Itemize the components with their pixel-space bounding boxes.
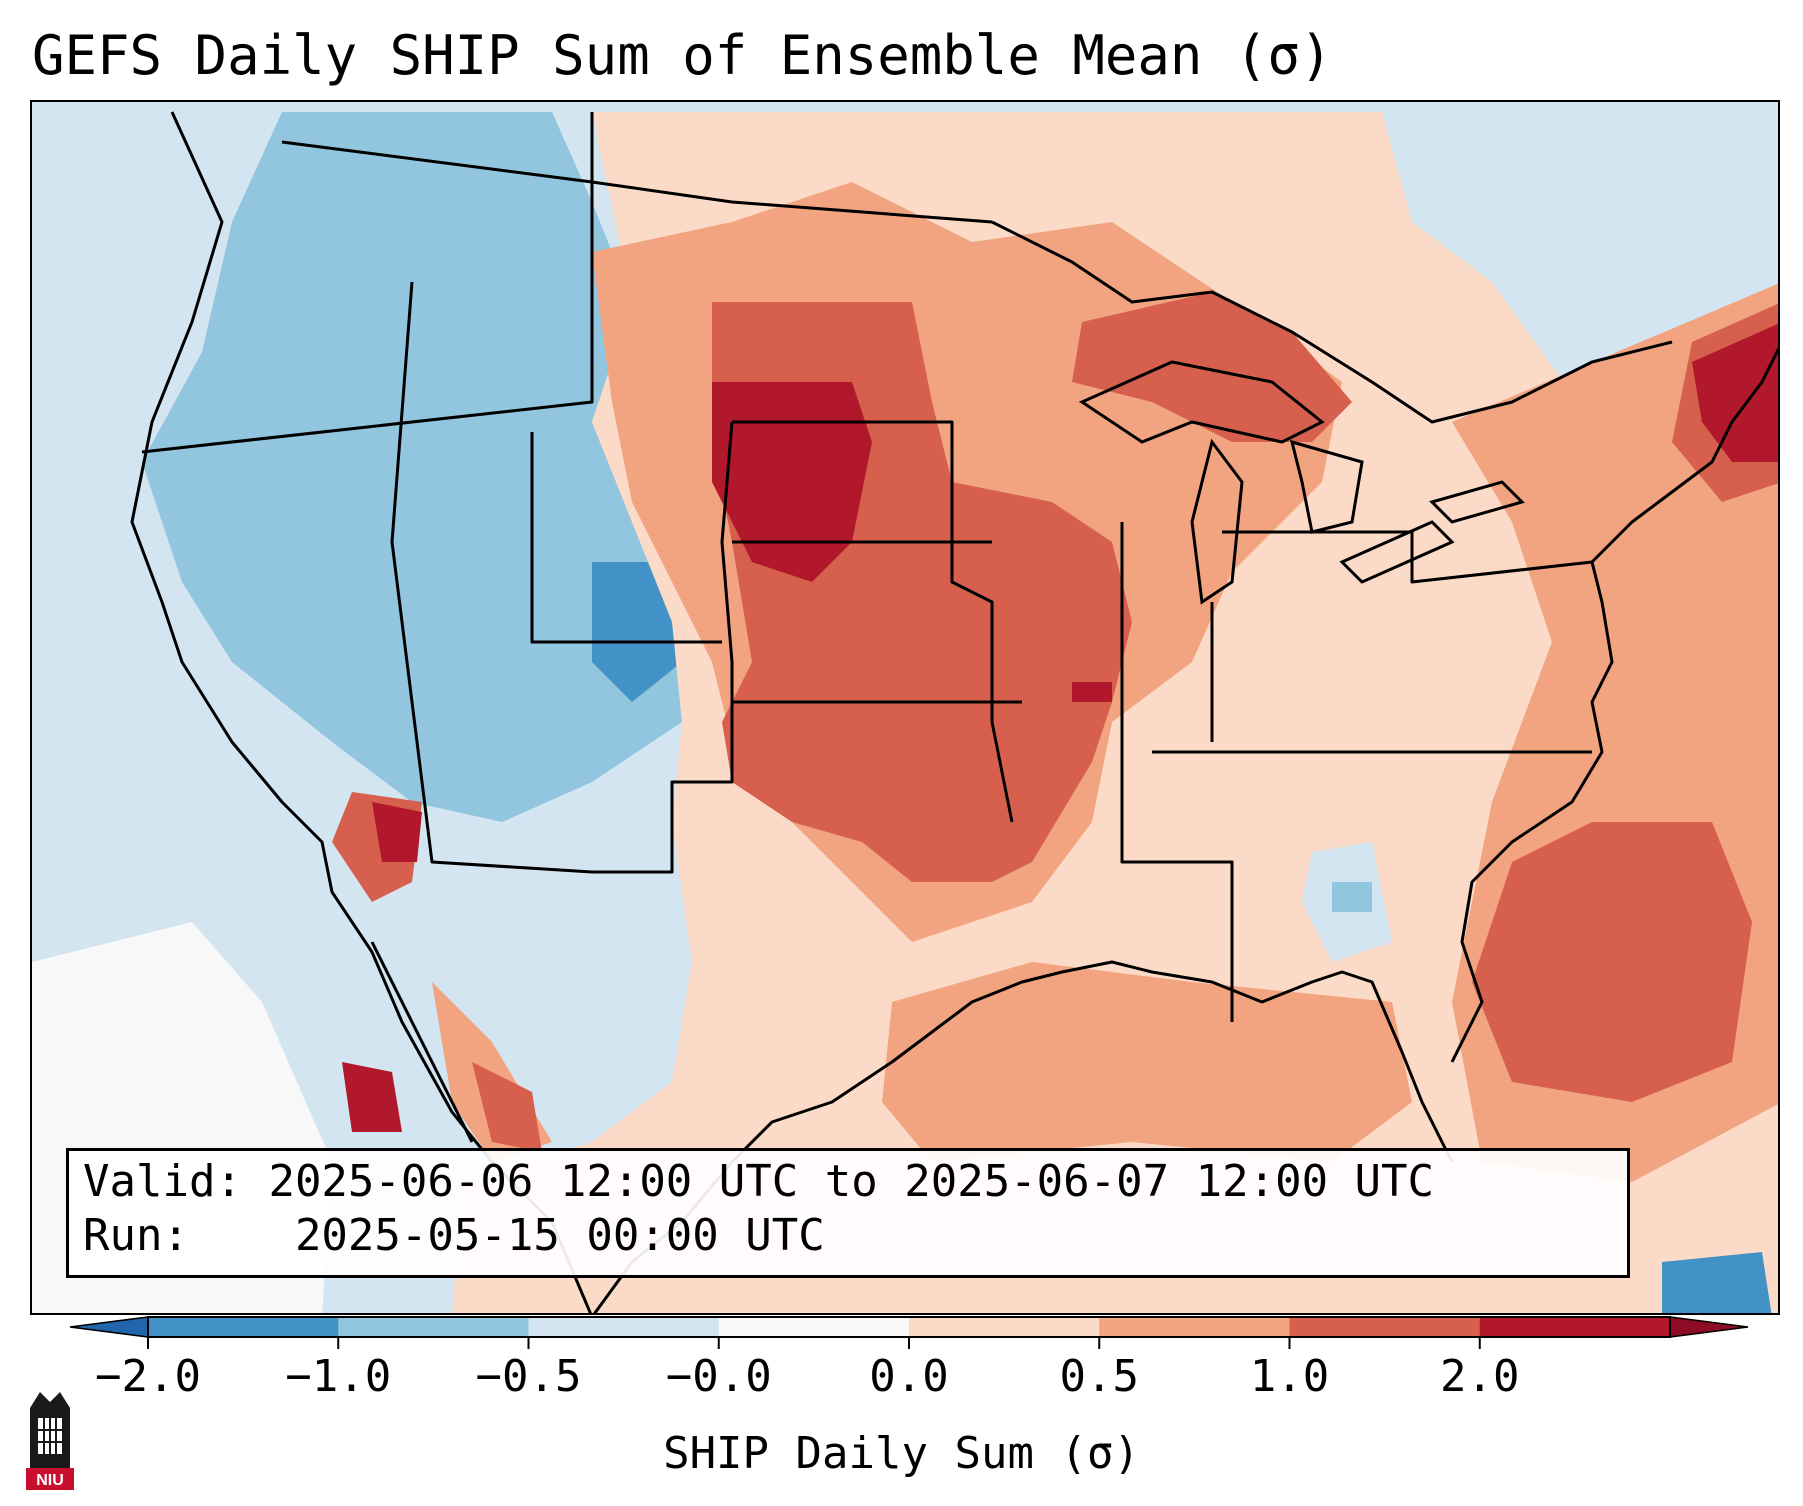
valid-label: Valid: xyxy=(83,1156,242,1207)
colorbar-segment xyxy=(528,1317,720,1337)
mississippi-river-line xyxy=(1120,522,1234,1022)
logo-window-grid xyxy=(38,1418,62,1454)
run-value: 2025-05-15 00:00 UTC xyxy=(294,1210,825,1261)
colorbar-over-arrow xyxy=(1669,1316,1749,1338)
colorbar-segment xyxy=(718,1317,910,1337)
great-lakes-strong-positive-region xyxy=(1072,292,1352,442)
missouri-extreme-positive-region xyxy=(1072,682,1112,702)
colorbar-tick-label: 0.0 xyxy=(869,1351,948,1402)
lake-superior xyxy=(1078,360,1325,444)
west-moderate-negative-region xyxy=(142,112,682,822)
colorbar-tick-label: −1.0 xyxy=(285,1351,391,1402)
lake-huron xyxy=(1289,439,1364,534)
colorbar-tick-label: 0.5 xyxy=(1060,1351,1139,1402)
gulf-moderate-positive-region xyxy=(882,962,1412,1162)
georgia-moderate-negative-region xyxy=(1332,882,1372,912)
colorbar-tick-label: −2.0 xyxy=(95,1351,201,1402)
colorbar-ticks: −2.0 −1.0 −0.5 −0.0 0.0 0.5 1.0 2.0 xyxy=(95,1337,1519,1402)
colorbar: −2.0 −1.0 −0.5 −0.0 0.0 0.5 1.0 2.0 xyxy=(69,1316,1749,1402)
colorbar-segment xyxy=(148,1317,339,1337)
colorbar-tick-label: 1.0 xyxy=(1250,1351,1329,1402)
colorbar-segment xyxy=(909,1317,1100,1337)
colorbar-tick-label: −0.5 xyxy=(476,1351,582,1402)
valid-run-info-box: Valid: 2025-06-06 12:00 UTC to 2025-06-0… xyxy=(66,1148,1630,1278)
valid-value: 2025-06-06 12:00 UTC to 2025-06-07 12:00… xyxy=(268,1156,1435,1207)
colorbar-label: SHIP Daily Sum (σ) xyxy=(663,1428,1140,1479)
lake-ontario xyxy=(1429,480,1525,524)
niu-logo: NIU xyxy=(26,1392,74,1490)
map-panel xyxy=(30,100,1780,1315)
colorado-strong-negative-region xyxy=(592,562,682,702)
colorbar-segment xyxy=(1479,1317,1671,1337)
colorbar-under-arrow xyxy=(69,1316,149,1338)
east-coastline xyxy=(1450,346,1778,1063)
northwest-border xyxy=(141,112,594,454)
chart-title: GEFS Daily SHIP Sum of Ensemble Mean (σ) xyxy=(32,24,1333,87)
dakota-extreme-positive-region xyxy=(712,382,872,582)
baja-coastline xyxy=(370,941,474,1143)
colorado-border xyxy=(530,432,722,644)
canada-border-west xyxy=(281,140,993,224)
western-state-lines xyxy=(390,281,734,874)
ship-anomaly-map xyxy=(32,102,1778,1313)
lake-michigan xyxy=(1190,438,1244,605)
lake-erie xyxy=(1339,520,1455,584)
canada-border-east xyxy=(991,220,1673,424)
cuba-negative-region xyxy=(1662,1252,1772,1313)
colorbar-segment xyxy=(338,1317,529,1337)
colorbar-segment xyxy=(1289,1317,1481,1337)
great-lakes-outlines xyxy=(1078,360,1525,605)
maine-extreme-positive-region xyxy=(1692,323,1778,462)
logo-text: NIU xyxy=(36,1472,64,1489)
baja-strong-positive-region xyxy=(472,1062,542,1152)
colorbar-tick-label: 2.0 xyxy=(1440,1351,1519,1402)
baja-extreme-positive-region xyxy=(342,1062,402,1132)
atlantic-strong-positive-region xyxy=(1472,822,1752,1102)
run-label: Run: xyxy=(83,1210,189,1261)
colorbar-segments xyxy=(148,1317,1671,1337)
colorbar-tick-label: −0.0 xyxy=(666,1351,772,1402)
logo-banner xyxy=(26,1468,74,1490)
colorbar-segment xyxy=(1099,1317,1290,1337)
socal-extreme-positive-region xyxy=(372,802,422,862)
plains-state-lines xyxy=(732,420,1014,823)
